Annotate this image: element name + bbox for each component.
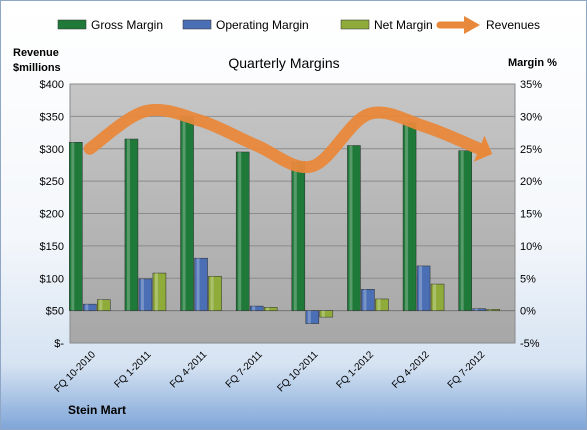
bar-highlight — [307, 310, 311, 324]
bar-highlight — [140, 278, 144, 311]
left-tick-label: $250 — [40, 176, 64, 188]
bar-highlight — [363, 289, 367, 311]
bar-highlight — [349, 145, 353, 311]
legend-swatch — [340, 19, 370, 30]
bar-net-margin — [208, 276, 222, 311]
left-axis-label-line1: Revenue — [13, 47, 59, 59]
bar-operating-margin — [83, 303, 97, 311]
bar-gross-margin — [124, 138, 139, 311]
category-label: FQ 1-2012 — [334, 349, 376, 391]
left-tick-label: $300 — [40, 144, 64, 156]
left-tick-label: $100 — [40, 273, 64, 285]
category-label: FQ 4-2011 — [168, 349, 209, 390]
right-tick-label: 35% — [520, 79, 542, 91]
bar-highlight — [154, 273, 158, 311]
bar-net-margin — [263, 307, 278, 311]
right-tick-label: 0% — [520, 306, 536, 318]
bar-highlight — [99, 299, 103, 311]
bar-highlight — [460, 150, 464, 311]
bar-highlight — [419, 265, 423, 311]
bar-operating-margin — [194, 257, 208, 311]
legend-label: Net Margin — [374, 18, 433, 32]
category-label: FQ 10-2010 — [52, 349, 98, 395]
bar-operating-margin — [305, 310, 320, 324]
bar-gross-margin — [291, 161, 306, 311]
bar-gross-margin — [347, 145, 361, 311]
right-tick-label: 10% — [520, 241, 542, 253]
bar-gross-margin — [235, 151, 250, 311]
left-axis-label-line2: $millions — [13, 62, 61, 74]
bar-highlight — [210, 276, 214, 311]
category-label: FQ 7-2012 — [446, 349, 488, 391]
revenues-curve — [83, 103, 486, 174]
revenues-arrowhead — [473, 135, 493, 162]
chart-title: Quarterly Margins — [228, 55, 339, 71]
right-tick-label: 20% — [520, 176, 542, 188]
bar-highlight — [196, 258, 200, 311]
bars — [69, 116, 500, 324]
bar-highlight — [293, 161, 297, 311]
bar-highlight — [238, 151, 242, 311]
category-label: FQ 7-2011 — [224, 349, 265, 390]
bar-gross-margin — [402, 122, 417, 311]
right-tick-label: 30% — [520, 111, 542, 123]
bar-operating-margin — [249, 305, 264, 311]
left-tick-label: $150 — [40, 241, 64, 253]
bar-highlight — [266, 307, 270, 311]
revenues-line — [83, 103, 493, 174]
left-tick-label: $400 — [40, 79, 64, 91]
left-tick-label: $350 — [40, 111, 64, 123]
category-label: FQ 1-2011 — [113, 349, 154, 390]
bar-gross-margin — [180, 116, 194, 311]
bar-operating-margin — [138, 278, 153, 311]
category-label: FQ 4-2012 — [390, 349, 432, 391]
bar-net-margin — [430, 283, 445, 311]
bar-highlight — [126, 139, 130, 311]
legend-label: Operating Margin — [216, 18, 309, 32]
bar-operating-margin — [361, 289, 375, 311]
legend-arrow-head — [464, 16, 480, 34]
bar-highlight — [377, 298, 381, 311]
bar-highlight — [321, 310, 325, 318]
footer-label: Stein Mart — [68, 403, 126, 417]
bar-operating-margin — [416, 265, 431, 311]
bar-highlight — [433, 284, 437, 311]
legend: Gross Margin Operating Margin Net Margin Re… — [57, 16, 540, 34]
left-tick-label: $200 — [40, 209, 64, 221]
bar-highlight — [71, 142, 75, 311]
bar-net-margin — [319, 310, 334, 318]
bar-highlight — [488, 309, 492, 311]
bar-highlight — [252, 306, 256, 311]
bar-net-margin — [486, 309, 500, 311]
right-tick-label: -5% — [520, 338, 540, 350]
right-tick-label: 15% — [520, 209, 542, 221]
right-tick-label: 25% — [520, 144, 542, 156]
bar-highlight — [85, 304, 89, 311]
left-tick-label: $50 — [46, 306, 64, 318]
legend-label: Gross Margin — [91, 18, 163, 32]
bar-gross-margin — [458, 150, 472, 311]
legend-swatch — [182, 19, 212, 30]
bar-net-margin — [152, 272, 167, 311]
legend-swatch — [57, 19, 87, 30]
bar-net-margin — [97, 299, 111, 311]
right-tick-label: 5% — [520, 273, 536, 285]
bar-net-margin — [375, 298, 389, 311]
bar-highlight — [474, 308, 478, 311]
left-tick-label: $- — [54, 338, 64, 350]
bar-highlight — [405, 122, 409, 311]
bar-operating-margin — [472, 308, 486, 311]
bar-highlight — [182, 116, 186, 311]
category-label: FQ 10-2011 — [275, 349, 320, 394]
legend-label: Revenues — [486, 18, 540, 32]
right-axis-label: Margin % — [508, 57, 557, 69]
bar-gross-margin — [69, 142, 83, 311]
